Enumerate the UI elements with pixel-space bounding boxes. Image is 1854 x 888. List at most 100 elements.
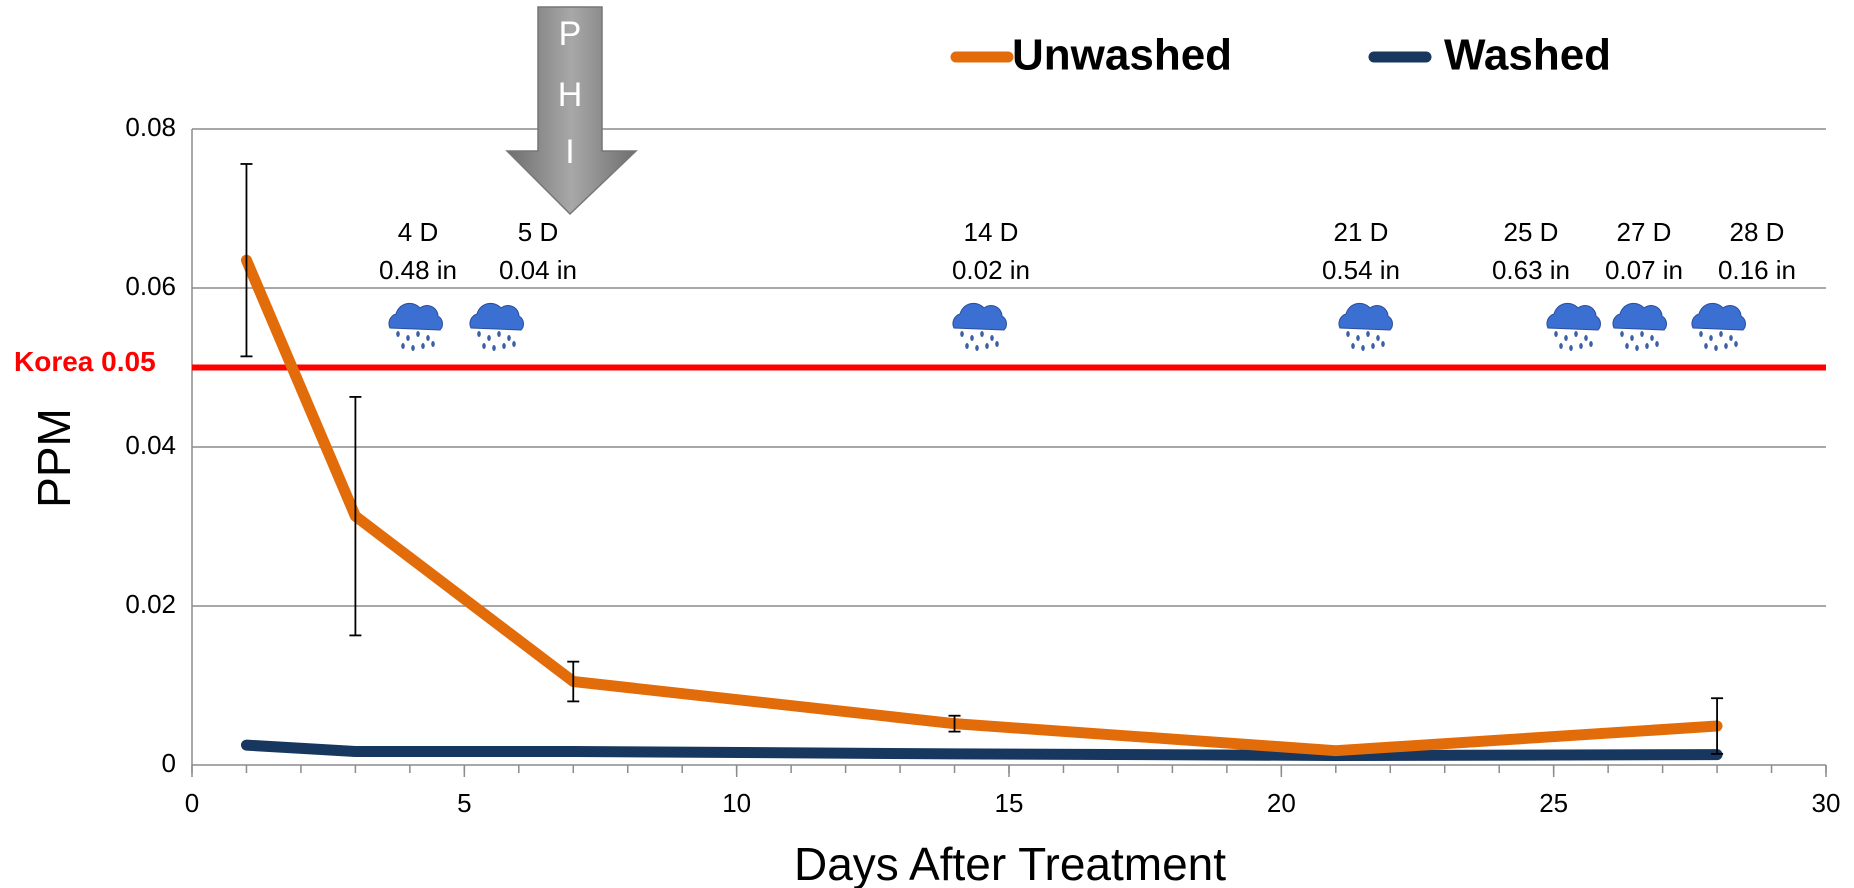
rain-drop	[1709, 335, 1713, 341]
rain-drop	[960, 331, 964, 337]
rain-drop	[1569, 345, 1573, 351]
rain-drop	[970, 335, 974, 341]
rain-drop	[507, 335, 511, 341]
x-tick-label: 0	[185, 788, 199, 818]
rain-drop	[1704, 343, 1708, 349]
rain-drop	[497, 331, 501, 337]
rain-drop	[1620, 331, 1624, 337]
rain-drop	[990, 335, 994, 341]
rain-drop	[401, 343, 405, 349]
rain-drop	[431, 341, 435, 347]
chart: Days After Treatment PPM 0 0.02 0.04 0.06 0.…	[0, 0, 1854, 888]
legend-label: Washed	[1444, 31, 1611, 80]
rain-day-label: 27 D	[1617, 217, 1672, 247]
rain-icon	[1613, 303, 1667, 351]
phi-letter: P	[559, 15, 582, 53]
rain-drop	[1584, 335, 1588, 341]
x-tick-label: 20	[1267, 788, 1296, 818]
rain-drop	[1361, 345, 1365, 351]
x-axis-title: Days After Treatment	[794, 838, 1226, 888]
rain-icon	[389, 303, 443, 351]
rain-drop	[1589, 341, 1593, 347]
x-tick-label: 25	[1539, 788, 1568, 818]
cloud	[1692, 303, 1746, 330]
rain-drop	[1630, 335, 1634, 341]
rain-drop	[396, 331, 400, 337]
x-tick-label: 15	[995, 788, 1024, 818]
rain-amount-label: 0.16 in	[1718, 255, 1796, 285]
rain-drop	[1734, 341, 1738, 347]
rain-drop	[965, 343, 969, 349]
cloud	[953, 303, 1007, 330]
rain-drop	[1650, 335, 1654, 341]
rain-amount-label: 0.63 in	[1492, 255, 1570, 285]
rain-day-label: 21 D	[1334, 217, 1389, 247]
y-tick-label: 0.02	[125, 589, 176, 619]
rain-amount-label: 0.54 in	[1322, 255, 1400, 285]
rain-drop	[1714, 345, 1718, 351]
rain-drop	[1635, 345, 1639, 351]
rain-drop	[477, 331, 481, 337]
rain-icon	[1547, 303, 1601, 351]
rain-icon	[1692, 303, 1746, 351]
rain-drop	[421, 343, 425, 349]
rain-drop	[1554, 331, 1558, 337]
rain-drop	[1655, 341, 1659, 347]
x-tick-label: 5	[457, 788, 471, 818]
rain-day-label: 5 D	[518, 217, 558, 247]
y-tick-label: 0.04	[125, 430, 176, 460]
y-tick-label: 0.06	[125, 271, 176, 301]
rain-drop	[1376, 335, 1380, 341]
rain-icon	[1339, 303, 1393, 351]
rain-drop	[411, 345, 415, 351]
rain-amount-label: 0.48 in	[379, 255, 457, 285]
rain-drop	[1625, 343, 1629, 349]
reference-label: Korea 0.05	[14, 346, 156, 377]
rain-drop	[416, 331, 420, 337]
rain-drop	[1351, 343, 1355, 349]
rain-day-label: 28 D	[1730, 217, 1785, 247]
y-tick-label: 0.08	[125, 112, 176, 142]
rain-drop	[1574, 331, 1578, 337]
y-axis-title: PPM	[28, 408, 80, 508]
rain-drop	[502, 343, 506, 349]
rain-drop	[487, 335, 491, 341]
rain-day-label: 14 D	[964, 217, 1019, 247]
rain-amount-label: 0.07 in	[1605, 255, 1683, 285]
series-line	[246, 745, 1717, 755]
rain-drop	[482, 343, 486, 349]
rain-drop	[1559, 343, 1563, 349]
cloud	[389, 303, 443, 330]
rain-day-label: 4 D	[398, 217, 438, 247]
rain-amount-label: 0.04 in	[499, 255, 577, 285]
cloud	[470, 303, 524, 330]
rain-drop	[492, 345, 496, 351]
rain-drop	[1356, 335, 1360, 341]
rain-drop	[1346, 331, 1350, 337]
rain-drop	[975, 345, 979, 351]
x-tick-label: 30	[1812, 788, 1841, 818]
rain-drop	[1371, 343, 1375, 349]
x-tick-label: 10	[722, 788, 751, 818]
rain-amount-label: 0.02 in	[952, 255, 1030, 285]
rain-drop	[1579, 343, 1583, 349]
phi-letter: H	[558, 76, 583, 114]
cloud	[1339, 303, 1393, 330]
rain-drop	[1724, 343, 1728, 349]
rain-drop	[1719, 331, 1723, 337]
rain-drop	[995, 341, 999, 347]
rain-drop	[1366, 331, 1370, 337]
y-tick-label: 0	[162, 748, 176, 778]
rain-drop	[980, 331, 984, 337]
cloud	[1547, 303, 1601, 330]
rain-icon	[953, 303, 1007, 351]
rain-drop	[1699, 331, 1703, 337]
rain-drop	[1729, 335, 1733, 341]
rain-drop	[1645, 343, 1649, 349]
rain-drop	[985, 343, 989, 349]
rain-drop	[1381, 341, 1385, 347]
rain-day-label: 25 D	[1504, 217, 1559, 247]
rain-drop	[426, 335, 430, 341]
legend-label: Unwashed	[1012, 31, 1232, 80]
phi-letter: I	[565, 133, 574, 171]
